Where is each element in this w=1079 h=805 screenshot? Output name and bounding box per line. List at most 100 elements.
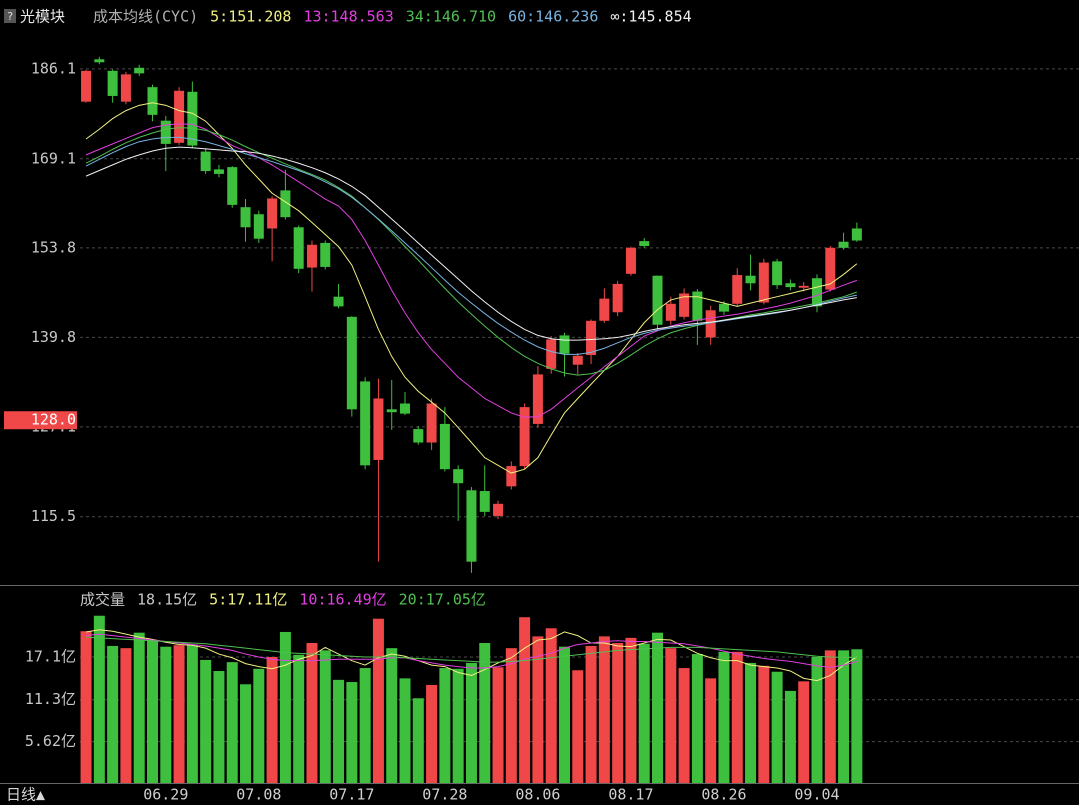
legend-entry: 5:151.208 — [210, 8, 291, 26]
candle-body — [679, 293, 690, 317]
x-tick-label: 06.29 — [143, 786, 188, 804]
volume-bar — [399, 678, 411, 783]
volume-bar — [824, 650, 836, 783]
candle-body — [838, 241, 849, 248]
candle-body — [732, 275, 743, 304]
indicator-name: 成本均线(CYC) — [93, 8, 198, 26]
candle-body — [386, 409, 397, 413]
candle-body — [493, 503, 504, 516]
ma-line — [85, 146, 857, 341]
volume-bar — [545, 628, 557, 783]
volume-bar — [439, 668, 451, 783]
candle-body — [665, 303, 676, 321]
y-tick-label: 5.62亿 — [25, 732, 76, 750]
help-icon-glyph: ? — [7, 10, 14, 23]
volume-bar — [558, 646, 570, 783]
candle-body — [187, 91, 198, 146]
x-tick-label: 07.17 — [329, 786, 374, 804]
help-icon[interactable] — [4, 9, 16, 23]
y-tick-label: 11.3亿 — [25, 690, 76, 708]
volume-bar — [279, 631, 291, 783]
volume-bar — [758, 665, 770, 783]
y-tick-label: 153.8 — [31, 238, 76, 256]
ma-line — [85, 633, 857, 669]
volume-bar — [811, 657, 823, 783]
candle-body — [692, 291, 703, 321]
candle-body — [439, 423, 450, 470]
candle-body — [758, 262, 769, 303]
volume-bar — [585, 645, 597, 783]
ma-line — [85, 123, 858, 418]
volume-bar — [372, 618, 384, 783]
volume-title: 成交量 — [80, 591, 125, 609]
candle-body — [174, 90, 185, 143]
volume-bar — [465, 662, 477, 783]
x-tick-label: 07.28 — [422, 786, 467, 804]
y-tick-label: 115.5 — [31, 507, 76, 525]
candle-body — [267, 198, 278, 229]
candle-body — [811, 278, 822, 307]
volume-bar — [80, 631, 92, 783]
volume-bar — [492, 667, 504, 783]
candle-body — [559, 335, 570, 354]
candle-body — [213, 169, 224, 174]
volume-bar — [359, 668, 371, 783]
candle-body — [253, 214, 264, 239]
volume-bar — [319, 650, 331, 783]
period-label[interactable]: 日线▲ — [6, 786, 45, 804]
volume-bar — [253, 668, 265, 783]
volume-bar — [452, 668, 464, 783]
candle-body — [825, 247, 836, 290]
candle-body — [360, 381, 371, 466]
candle-body — [519, 407, 530, 467]
legend-entry: 34:146.710 — [406, 8, 496, 26]
candle-body — [346, 316, 357, 410]
candle-body — [160, 120, 171, 144]
volume-bar — [838, 650, 850, 783]
candle-body — [200, 151, 211, 172]
volume-bar — [266, 657, 278, 783]
volume-bar — [851, 649, 863, 783]
candle-body — [227, 167, 238, 205]
volume-bar — [625, 637, 637, 783]
x-tick-label: 09.04 — [794, 786, 839, 804]
volume-bar — [306, 643, 318, 783]
x-tick-label: 08.17 — [608, 786, 653, 804]
candle-body — [625, 247, 636, 274]
volume-bar — [346, 682, 358, 783]
ma-line — [86, 636, 857, 663]
candle-body — [798, 285, 809, 288]
volume-bar — [665, 648, 677, 783]
x-tick-label: 08.26 — [701, 786, 746, 804]
volume-bar — [798, 681, 810, 783]
volume-bar — [745, 662, 757, 783]
candle-body — [94, 59, 105, 63]
volume-bar — [691, 654, 703, 783]
volume-bar — [572, 670, 584, 783]
legend-entry: 20:17.05亿 — [399, 591, 486, 609]
candle-body — [745, 275, 756, 284]
candle-body — [293, 227, 304, 269]
volume-bar — [532, 636, 544, 783]
volume-bar — [333, 679, 345, 783]
candle-body — [333, 296, 344, 307]
candle-body — [639, 241, 650, 246]
volume-bar — [107, 645, 119, 783]
candle-body — [81, 70, 92, 102]
volume-bar — [426, 685, 438, 783]
ma-line — [85, 629, 858, 682]
candle-body — [599, 298, 610, 321]
candle-body — [612, 283, 623, 313]
volume-bar — [718, 651, 730, 783]
volume-bar — [731, 651, 743, 783]
legend-entry: 60:146.236 — [508, 8, 598, 26]
candle-body — [506, 466, 517, 487]
candle-body — [453, 469, 464, 484]
ma-line — [85, 136, 857, 355]
candle-body — [785, 283, 796, 288]
volume-bar — [213, 671, 225, 783]
volume-bar — [293, 654, 305, 783]
volume-bar — [505, 648, 517, 783]
candle-body — [320, 242, 331, 267]
